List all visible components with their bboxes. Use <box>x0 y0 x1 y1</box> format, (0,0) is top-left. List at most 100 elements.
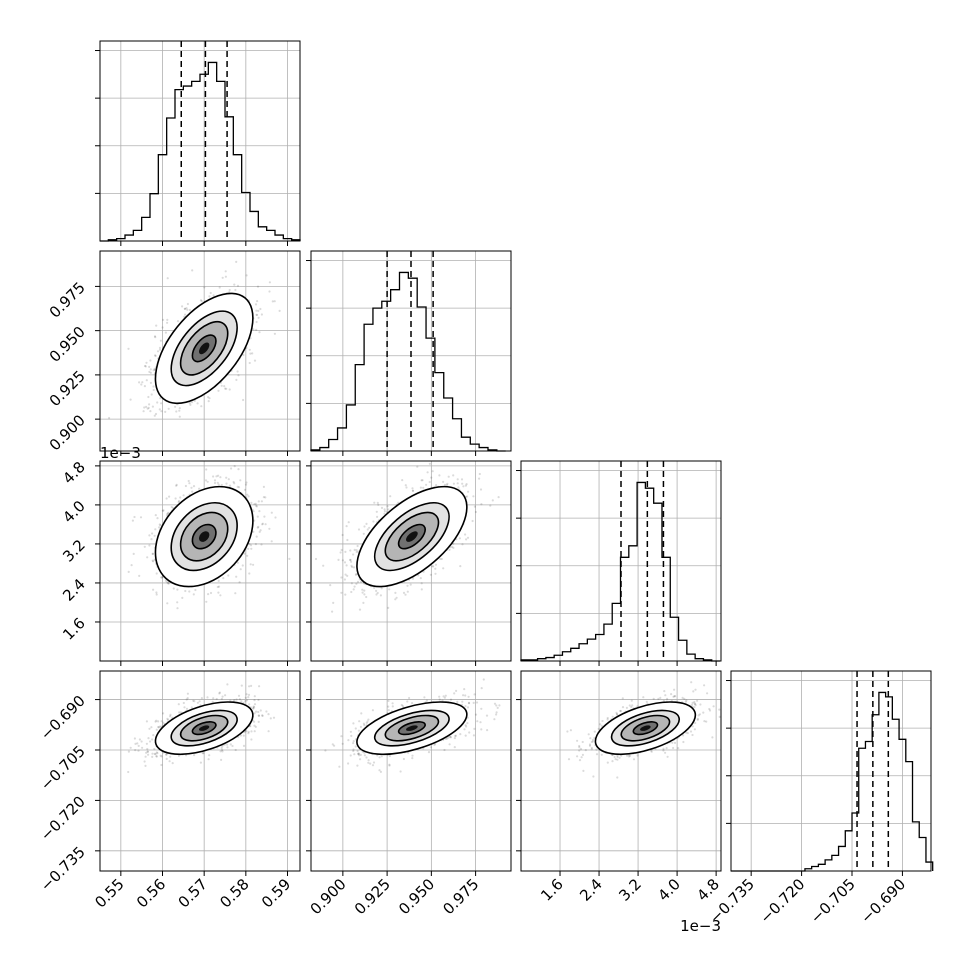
scatter-point <box>147 737 150 740</box>
scatter-point <box>131 519 134 522</box>
scatter-point <box>164 579 168 582</box>
scatter-point <box>250 730 253 733</box>
scatter-point <box>459 565 462 568</box>
scatter-panel-2-0 <box>99 460 301 662</box>
scatter-point <box>175 483 178 486</box>
scatter-point <box>155 591 158 594</box>
scatter-point <box>461 543 464 546</box>
scatter-point <box>420 479 423 482</box>
scatter-point <box>376 515 379 519</box>
scatter-point <box>159 725 162 728</box>
scatter-point <box>268 290 271 293</box>
scatter-point <box>258 510 261 513</box>
scatter-point <box>434 563 438 566</box>
scatter-point <box>439 557 442 561</box>
scatter-point <box>184 484 187 488</box>
panel-frame <box>99 460 301 662</box>
scatter-point <box>175 484 178 487</box>
scatter-point <box>218 286 221 289</box>
scatter-point <box>445 483 448 486</box>
scatter-point <box>458 537 461 540</box>
scatter-point <box>288 557 291 561</box>
scatter-point <box>278 309 281 312</box>
scatter-point <box>352 553 355 556</box>
scatter-point <box>375 593 378 596</box>
scatter-point <box>167 582 170 585</box>
panel-frame <box>310 250 512 452</box>
scatter-point <box>143 406 146 409</box>
scatter-point <box>148 544 151 547</box>
scatter-point <box>434 567 437 570</box>
scatter-point <box>254 543 257 546</box>
scatter-point <box>478 477 481 480</box>
scatter-point <box>227 478 230 481</box>
scatter-point <box>149 359 152 362</box>
scatter-point <box>245 693 248 696</box>
scatter-point <box>159 754 162 757</box>
scatter-point <box>406 590 409 593</box>
scatter-point <box>365 522 368 526</box>
scatter-point <box>255 505 258 508</box>
scatter-point <box>247 693 251 697</box>
scatter-point <box>141 746 144 749</box>
scatter-point <box>148 534 151 537</box>
scatter-point <box>155 572 158 575</box>
scatter-point <box>217 585 221 588</box>
scatter-point <box>383 512 386 515</box>
scatter-point <box>479 488 483 491</box>
scatter-point <box>159 524 162 527</box>
scatter-point <box>245 481 248 484</box>
scatter-point <box>127 347 130 350</box>
scatter-point <box>443 483 447 486</box>
scatter-point <box>158 523 161 526</box>
scatter-point <box>149 381 152 384</box>
scatter-point <box>151 552 154 556</box>
scatter-point <box>134 749 137 752</box>
scatter-point <box>138 574 141 578</box>
scatter-point <box>217 474 220 477</box>
scatter-point <box>150 393 153 396</box>
scatter-point <box>217 483 220 486</box>
scatter-point <box>246 493 249 496</box>
panel-content <box>100 251 300 451</box>
scatter-point <box>200 405 203 408</box>
scatter-point <box>464 484 467 487</box>
scatter-point <box>247 547 250 550</box>
scatter-point <box>146 407 149 410</box>
scatter-point <box>148 365 151 368</box>
scatter-point <box>190 401 194 404</box>
scatter-point <box>181 596 184 600</box>
scatter-point <box>421 479 424 482</box>
scatter-point <box>232 480 235 484</box>
scatter-point <box>236 370 239 373</box>
scatter-point <box>386 505 389 508</box>
scatter-point <box>176 601 179 604</box>
scatter-point <box>166 512 169 515</box>
scatter-point <box>425 483 428 486</box>
scatter-point <box>257 316 260 319</box>
scatter-point <box>247 495 250 498</box>
scatter-point <box>372 520 375 523</box>
scatter-point <box>199 299 203 302</box>
scatter-point <box>154 354 157 358</box>
scatter-point <box>344 593 347 596</box>
scatter-point <box>428 480 431 484</box>
scatter-point <box>347 521 350 524</box>
scatter-point <box>416 465 419 468</box>
scatter-point <box>363 593 366 596</box>
scatter-point <box>190 486 193 489</box>
scatter-point <box>148 403 151 406</box>
scatter-point <box>235 575 238 578</box>
scatter-point <box>224 387 227 390</box>
scatter-point <box>356 580 360 583</box>
scatter-point <box>192 485 196 488</box>
scatter-point <box>343 578 346 581</box>
scatter-point <box>466 536 470 539</box>
panel-frame <box>310 460 512 662</box>
scatter-point <box>160 402 163 405</box>
scatter-point <box>149 371 152 374</box>
scatter-point <box>191 490 194 493</box>
scatter-point <box>234 748 237 752</box>
scatter-point <box>361 588 364 591</box>
scatter-point <box>361 591 364 594</box>
